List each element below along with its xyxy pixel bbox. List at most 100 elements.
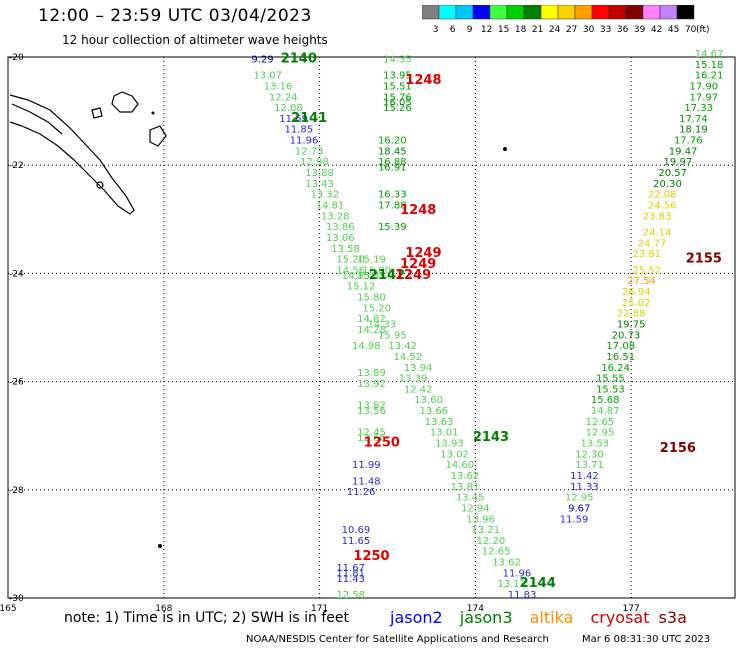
wave-height-value: 13.28	[321, 211, 350, 222]
wave-height-value: 16.91	[378, 163, 407, 174]
wave-height-value: 15.55	[596, 374, 625, 385]
wave-height-value: 11.33	[570, 482, 599, 493]
colorbar-label: 6	[450, 25, 456, 35]
lon-tick-label: 177	[623, 604, 640, 614]
wave-height-value: 23.83	[643, 211, 672, 222]
wave-height-value: 14.67	[695, 49, 724, 60]
orbit-number-label: 2143	[473, 430, 509, 445]
wave-height-value: 13.62	[492, 558, 521, 569]
wave-height-value: 20.30	[653, 179, 682, 190]
wave-height-value: 13.94	[404, 363, 433, 374]
wave-height-value: 15.68	[591, 395, 620, 406]
wave-height-value: 13.95	[383, 71, 412, 82]
colorbar-label: 36	[617, 25, 629, 35]
wave-height-value: 13.56	[357, 406, 386, 417]
wave-height-value: 12.65	[482, 547, 511, 558]
wave-height-value: 15.39	[378, 222, 407, 233]
wave-height-value: 13.13	[497, 579, 526, 590]
lat-tick-label: -26	[9, 378, 24, 388]
wave-height-value: 15.53	[596, 384, 625, 395]
wave-height-value: 16.05	[383, 98, 412, 109]
footer-note: note: 1) Time is in UTC; 2) SWH is in fe…	[64, 610, 350, 626]
wave-height-value: 15.76	[383, 92, 412, 103]
wave-height-value: 13.81	[451, 482, 480, 493]
wave-height-value: 13.60	[414, 395, 443, 406]
wave-height-value: 12.94	[461, 503, 490, 514]
wave-height-value: 17.08	[606, 341, 635, 352]
islet-outline	[96, 181, 104, 189]
wave-height-value: 16.21	[695, 71, 724, 82]
wave-height-value: 13.45	[456, 493, 485, 504]
wave-height-value: 17.76	[674, 136, 703, 147]
lon-tick-label: 168	[155, 604, 172, 614]
wave-height-value: 16.24	[601, 363, 630, 374]
wave-height-value: 13.62	[451, 471, 480, 482]
wave-height-value: 19.75	[617, 320, 646, 331]
colorbar-label: 3	[433, 25, 439, 35]
wave-height-value: 12.24	[269, 92, 298, 103]
wave-height-value: 11.42	[570, 471, 599, 482]
wave-height-value: 11.67	[336, 563, 365, 574]
wave-height-value: 12.45	[357, 428, 386, 439]
wave-height-value: 11.96	[503, 568, 532, 579]
colorbar-label: 45	[668, 25, 679, 35]
wave-height-value: 13.02	[440, 449, 469, 460]
coastline	[9, 91, 167, 215]
wave-height-value: 20.57	[658, 168, 687, 179]
colorbar-label: 24	[549, 25, 561, 35]
wave-height-value: 17.97	[690, 92, 719, 103]
wave-height-value: 12.58	[336, 590, 365, 601]
lat-tick-label: -30	[9, 594, 24, 604]
generated-timestamp: Mar 6 08:31:30 UTC 2023	[582, 634, 711, 645]
wave-height-value: 14.35	[383, 54, 412, 65]
wave-height-value: 19.97	[664, 157, 693, 168]
colorbar-label: 12	[481, 25, 492, 35]
colorbar-label: 39	[634, 25, 646, 35]
colorbar-label: 18	[515, 25, 527, 35]
orbit-number-label: 1249	[395, 268, 431, 283]
wave-height-value: 13.42	[388, 341, 417, 352]
orbit-number-label: 2140	[281, 51, 317, 66]
colorbar-label: 27	[566, 25, 577, 35]
wave-height-value: 9.67	[568, 503, 590, 514]
wave-height-value: 13.06	[326, 233, 355, 244]
wave-height-value: 25.52	[632, 265, 661, 276]
wave-height-value: 13.32	[310, 190, 339, 201]
wave-height-value: 11.83	[508, 590, 537, 601]
wave-height-value: 17.90	[690, 81, 719, 92]
satellite-legend: jason2 jason3 altika cryosat s3a	[390, 608, 699, 627]
wave-height-value: 12.66	[357, 433, 386, 444]
orbit-number-label: 2155	[686, 252, 722, 267]
orbit-number-label: 1250	[364, 436, 400, 451]
wave-height-value: 22.08	[648, 190, 677, 201]
wave-height-value: 12.20	[477, 536, 506, 547]
wave-height-value: 23.81	[632, 249, 661, 260]
mare-outline	[149, 125, 167, 147]
colorbar-label: 21	[532, 25, 543, 35]
colorbar-legend: 3 6 9 12 15 18 21 24 27 30 33 36 39 42 45 70 (ft)	[422, 5, 710, 35]
wave-height-value: 12.73	[295, 146, 324, 157]
wave-height-value: 14.52	[394, 352, 423, 363]
orbit-number-label: 2142	[369, 268, 405, 283]
colorbar-label: 9	[467, 25, 473, 35]
wave-height-value: 13.58	[331, 244, 360, 255]
wave-height-value: 24.14	[643, 228, 672, 239]
wave-height-value: 20.73	[612, 330, 641, 341]
wave-height-value: 13.92	[357, 379, 386, 390]
wave-height-value: 11.65	[342, 536, 371, 547]
wave-height-value: 15.95	[378, 330, 407, 341]
wave-height-value: 11.96	[290, 136, 319, 147]
legend-jason2: jason2	[390, 608, 443, 627]
map-subtitle: 12 hour collection of altimeter wave hei…	[62, 33, 328, 47]
wave-height-value: 16.51	[606, 352, 635, 363]
wave-height-value: 16.33	[378, 190, 407, 201]
wave-height-value: 13.71	[575, 460, 604, 471]
wave-height-value: 24.77	[638, 238, 667, 249]
orbit-number-label: 1248	[400, 203, 436, 218]
islet-dot	[503, 147, 507, 151]
reef-line	[11, 103, 63, 135]
colorbar-unit: (ft)	[696, 25, 710, 35]
wave-height-value: 12.08	[274, 103, 303, 114]
legend-s3a: s3a	[658, 608, 687, 627]
wave-height-value: 15.18	[695, 60, 724, 71]
